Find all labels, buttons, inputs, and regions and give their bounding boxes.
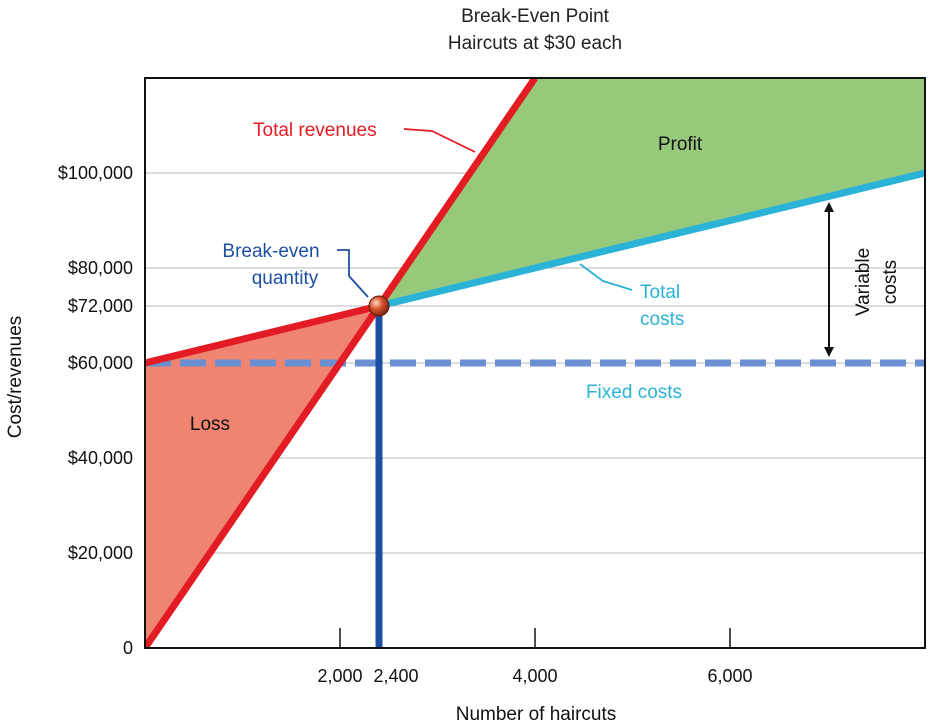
loss-label: Loss	[190, 414, 230, 435]
x-tick-label: 4,000	[512, 666, 557, 686]
x-tick-label: 6,000	[707, 666, 752, 686]
total-costs-label-line1: Total	[640, 282, 680, 303]
break-even-label-line2: quantity	[252, 268, 319, 289]
profit-region	[379, 78, 925, 306]
cost-line-before-break-even	[145, 302, 380, 367]
break-even-leader	[337, 249, 369, 298]
plot-area	[145, 78, 925, 648]
y-tick-label: $20,000	[68, 543, 133, 563]
y-tick-label: $80,000	[68, 258, 133, 278]
profit-label: Profit	[658, 134, 703, 155]
y-tick-label: 0	[123, 638, 133, 658]
y-axis-title: Cost/revenues	[5, 316, 26, 439]
chart-title: Break-Even Point	[461, 6, 609, 27]
chart-subtitle: Haircuts at $30 each	[447, 33, 623, 54]
y-tick-label: $72,000	[68, 296, 133, 316]
variable-costs-label-line1: Variable	[853, 248, 874, 316]
variable-costs-label-line2: costs	[880, 260, 901, 304]
break-even-point-marker	[368, 295, 390, 317]
total-revenues-line	[145, 78, 538, 648]
total-costs-leader	[579, 263, 633, 291]
total-revenues-label: Total revenues	[253, 120, 377, 141]
x-tick-label: 2,000	[317, 666, 362, 686]
break-even-tick-label: 2,400	[373, 666, 418, 686]
y-tick-label: $40,000	[68, 448, 133, 468]
total-costs-label-line2: costs	[640, 309, 684, 330]
y-tick-label: $100,000	[58, 163, 133, 183]
fixed-costs-label: Fixed costs	[586, 382, 682, 403]
y-tick-label: $60,000	[68, 353, 133, 373]
x-axis-title: Number of haircuts	[456, 704, 617, 725]
total-revenues-leader	[403, 128, 476, 153]
break-even-label-line1: Break-even	[222, 241, 319, 262]
total-costs-line	[378, 169, 925, 310]
